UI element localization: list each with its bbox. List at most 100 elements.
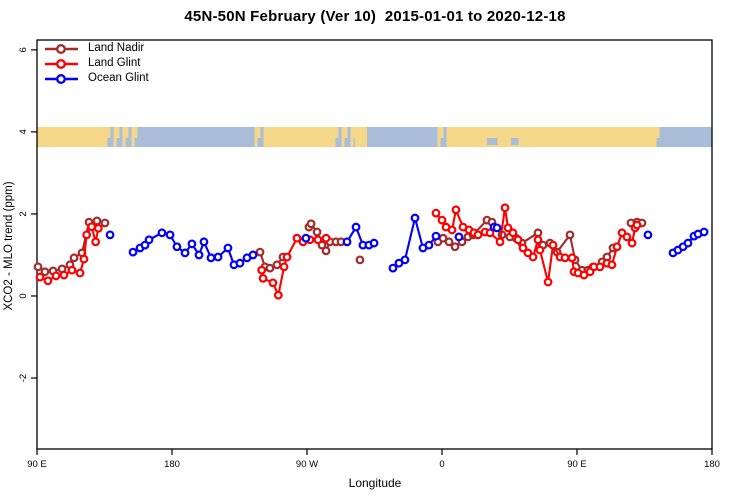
map-strip-coast xyxy=(263,126,265,148)
map-strip-ocean xyxy=(104,126,138,148)
data-point-1 xyxy=(500,203,510,213)
data-point-0 xyxy=(444,237,454,247)
map-strip-coast xyxy=(257,126,261,139)
map-strip-land xyxy=(355,126,367,148)
map-strip-ocean xyxy=(662,126,712,148)
data-point-1 xyxy=(292,233,302,243)
data-point-2 xyxy=(369,238,379,248)
y-axis-title: XCO2 - MLO trend (ppm) xyxy=(3,181,15,311)
data-point-2 xyxy=(342,237,352,247)
x-tick-label: 90 E xyxy=(27,459,47,470)
map-strip-coast xyxy=(341,126,345,148)
map-strip-coast xyxy=(440,126,444,139)
map-strip-coast xyxy=(107,126,111,139)
legend-item-land-glint: Land Glint xyxy=(44,56,149,71)
data-point-1 xyxy=(59,270,69,280)
data-point-1 xyxy=(473,230,483,240)
data-point-0 xyxy=(255,247,265,257)
data-point-1 xyxy=(485,228,495,238)
y-tick-label: 2 xyxy=(18,211,29,216)
data-point-1 xyxy=(451,205,461,215)
legend-label-land-nadir: Land Nadir xyxy=(88,42,145,54)
map-strip-coast xyxy=(116,126,120,139)
y-tick-label: 6 xyxy=(18,47,29,52)
data-point-2 xyxy=(351,222,361,232)
legend-item-land-nadir: Land Nadir xyxy=(44,41,149,56)
data-point-2 xyxy=(424,240,434,250)
data-point-1 xyxy=(508,228,518,238)
map-strip-coast xyxy=(344,126,348,139)
data-point-2 xyxy=(206,253,216,263)
legend-label-land-glint: Land Glint xyxy=(88,57,141,69)
map-strip-coast xyxy=(350,126,354,148)
data-point-1 xyxy=(518,243,528,253)
data-point-1 xyxy=(447,225,457,235)
map-strip-ocean-speck xyxy=(511,138,519,146)
data-point-2 xyxy=(492,223,502,233)
data-point-2 xyxy=(223,243,233,253)
x-tick-label: 0 xyxy=(439,459,444,470)
data-point-0 xyxy=(272,260,282,270)
data-point-1 xyxy=(258,273,268,283)
data-point-1 xyxy=(79,254,89,264)
legend-label-ocean-glint: Ocean Glint xyxy=(88,72,149,84)
data-point-0 xyxy=(565,230,575,240)
data-point-1 xyxy=(43,276,53,286)
y-tick-label: -2 xyxy=(18,374,29,382)
data-point-2 xyxy=(144,235,154,245)
map-strip-ocean xyxy=(137,126,255,148)
data-point-1 xyxy=(51,271,61,281)
data-point-1 xyxy=(560,253,570,263)
map-strip-land xyxy=(448,126,654,148)
map-strip-ocean-speck xyxy=(487,138,498,146)
data-point-1 xyxy=(627,238,637,248)
data-point-2 xyxy=(187,239,197,249)
data-point-0 xyxy=(312,227,322,237)
data-point-1 xyxy=(75,268,85,278)
data-point-1 xyxy=(513,235,523,245)
map-strip-coast xyxy=(122,126,126,148)
x-tick-label: 90 E xyxy=(567,459,587,470)
map-strip-coast xyxy=(125,126,129,139)
data-point-1 xyxy=(273,290,283,300)
data-point-1 xyxy=(321,233,331,243)
data-point-1 xyxy=(268,278,278,288)
map-strip-coast xyxy=(446,126,448,148)
data-point-2 xyxy=(235,258,245,268)
data-point-0 xyxy=(321,246,331,256)
data-point-2 xyxy=(454,232,464,242)
legend-marker-land-nadir-icon xyxy=(45,43,78,54)
data-point-1 xyxy=(257,265,267,275)
data-point-1 xyxy=(93,223,103,233)
data-point-2 xyxy=(301,233,311,243)
data-point-2 xyxy=(213,252,223,262)
map-strip-land xyxy=(265,126,333,148)
data-point-0 xyxy=(100,218,110,228)
plot-box xyxy=(36,39,713,450)
legend-item-ocean-glint: Ocean Glint xyxy=(44,71,149,86)
map-strip-coast xyxy=(656,126,660,139)
legend: Land Nadir Land Glint Ocean Glint xyxy=(44,41,149,86)
data-point-2 xyxy=(248,250,258,260)
data-point-2 xyxy=(400,255,410,265)
data-point-2 xyxy=(157,228,167,238)
y-tick-label: 4 xyxy=(18,129,29,134)
data-point-0 xyxy=(355,255,365,265)
series-line-1 xyxy=(435,206,638,284)
data-point-0 xyxy=(533,228,543,238)
data-point-1 xyxy=(612,242,622,252)
data-point-0 xyxy=(33,262,43,272)
data-point-1 xyxy=(543,277,553,287)
map-strip-coast xyxy=(254,126,258,148)
map-strip-coast xyxy=(134,126,138,139)
data-point-2 xyxy=(172,242,182,252)
data-point-0 xyxy=(69,253,79,263)
data-point-1 xyxy=(495,237,505,247)
map-strip-ocean xyxy=(367,126,438,148)
data-point-2 xyxy=(410,213,420,223)
data-point-1 xyxy=(82,230,92,240)
map-strip-coast xyxy=(335,126,339,139)
data-point-0 xyxy=(40,267,50,277)
data-point-1 xyxy=(503,223,513,233)
